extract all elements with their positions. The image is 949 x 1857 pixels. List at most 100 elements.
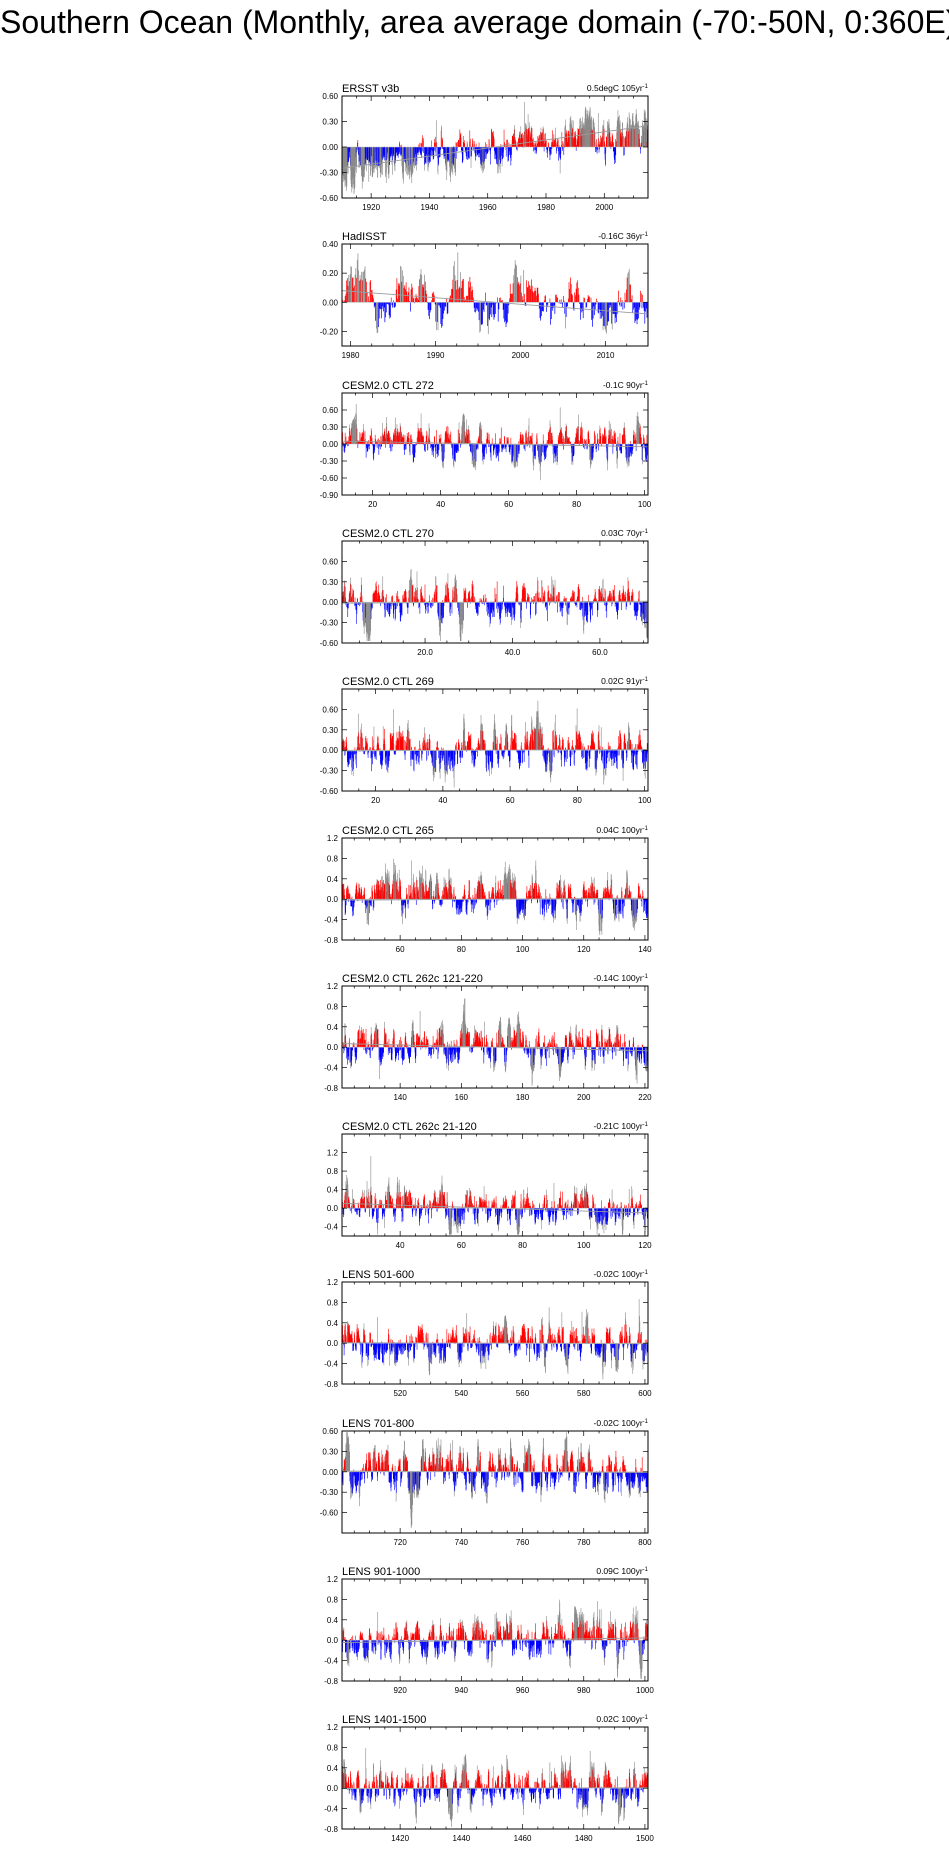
anomaly-bar [454,275,456,303]
anomaly-bar [439,147,441,157]
anomaly-bar [519,602,521,604]
anomaly-bar [429,147,431,164]
anomaly-bar [458,421,460,444]
anomaly-bar [622,434,624,444]
anomaly-bar [364,602,366,618]
anomaly-bar [363,749,364,751]
anomaly-bar [596,602,598,603]
anomaly-bar [586,602,587,621]
anomaly-bar [571,750,573,756]
anomaly-bar [631,744,633,751]
anomaly-bar [532,599,534,603]
anomaly-bar [626,277,628,303]
anomaly-bar [383,595,384,603]
anomaly-bar [455,443,456,462]
anomaly-bar [357,440,359,444]
anomaly-bar [623,589,624,603]
anomaly-bar [589,438,590,444]
anomaly-bar [473,297,474,303]
anomaly-bar [528,750,529,756]
anomaly-bar [525,722,526,751]
anomaly-bar [371,750,373,772]
anomaly-bar [478,302,480,321]
anomaly-bar [442,749,443,751]
anomaly-bar [426,602,428,605]
trend-annotation: 0.5degC 105yr-1 [587,83,649,93]
anomaly-bar [397,283,399,303]
anomaly-bar [552,144,554,147]
anomaly-bar [488,433,490,444]
anomaly-bar [646,443,647,462]
anomaly-bar [352,277,354,303]
anomaly-bar [464,301,466,303]
anomaly-bar [547,602,548,622]
anomaly-bar [465,299,466,303]
anomaly-bar [593,443,594,452]
anomaly-bar [529,440,530,444]
anomaly-bar [384,602,386,617]
anomaly-bar [415,294,417,303]
anomaly-bar [375,750,376,757]
anomaly-bar [630,595,632,603]
anomaly-bar [480,302,482,325]
anomaly-bar [611,302,612,324]
anomaly-bar [510,147,512,161]
anomaly-bar [606,602,608,605]
anomaly-bar [484,594,486,603]
anomaly-bar [609,590,610,603]
anomaly-bar [381,601,382,603]
anomaly-bar [631,295,633,303]
anomaly-bar [528,740,530,751]
anomaly-bar [393,302,395,308]
anomaly-bar [569,747,570,751]
anomaly-bar [512,602,514,608]
anomaly-bar [400,145,401,147]
anomaly-bar [376,586,377,603]
chart-panel: CESM2.0 CTL 270 0.03C 70yr-1 20.0 40.0 60.0-… [300,523,660,667]
x-tick-label: 40.0 [505,648,521,657]
anomaly-bar [346,742,348,751]
anomaly-bar [546,140,547,147]
anomaly-bar [638,134,640,147]
anomaly-bar [431,140,432,147]
anomaly-bar [382,422,383,444]
anomaly-bar [376,302,378,334]
anomaly-bar [624,293,626,303]
anomaly-bar [633,302,634,310]
anomaly-bar [531,279,532,303]
anomaly-bar [425,743,426,751]
anomaly-bar [468,592,469,603]
anomaly-bar [511,602,512,616]
anomaly-bar [599,302,600,310]
anomaly-bar [557,602,558,613]
anomaly-bar [382,589,384,603]
x-tick-label: 1940 [421,203,439,212]
anomaly-bar [556,596,557,603]
anomaly-bar [509,284,511,303]
anomaly-bar [366,602,368,637]
anomaly-bar [356,750,357,769]
anomaly-bar [529,748,530,751]
anomaly-bar [345,436,347,444]
y-tick-label: 0.20 [322,269,338,278]
anomaly-bar [412,586,413,603]
anomaly-bar [405,590,406,603]
anomaly-bar [536,296,537,303]
anomaly-bar [544,590,545,603]
anomaly-bar [578,294,580,303]
anomaly-bar [426,750,428,760]
anomaly-bar [526,440,528,444]
anomaly-bar [440,602,441,632]
anomaly-bar [482,302,484,311]
anomaly-bar [423,441,425,444]
anomaly-bar [617,301,619,303]
anomaly-bar [455,582,457,603]
anomaly-bar [569,440,570,444]
anomaly-bar [597,750,598,759]
anomaly-bar [383,302,385,308]
anomaly-bar [468,432,470,444]
anomaly-bar [601,302,603,317]
anomaly-bar [507,302,508,323]
anomaly-bar [410,302,411,312]
anomaly-bar [584,602,585,617]
